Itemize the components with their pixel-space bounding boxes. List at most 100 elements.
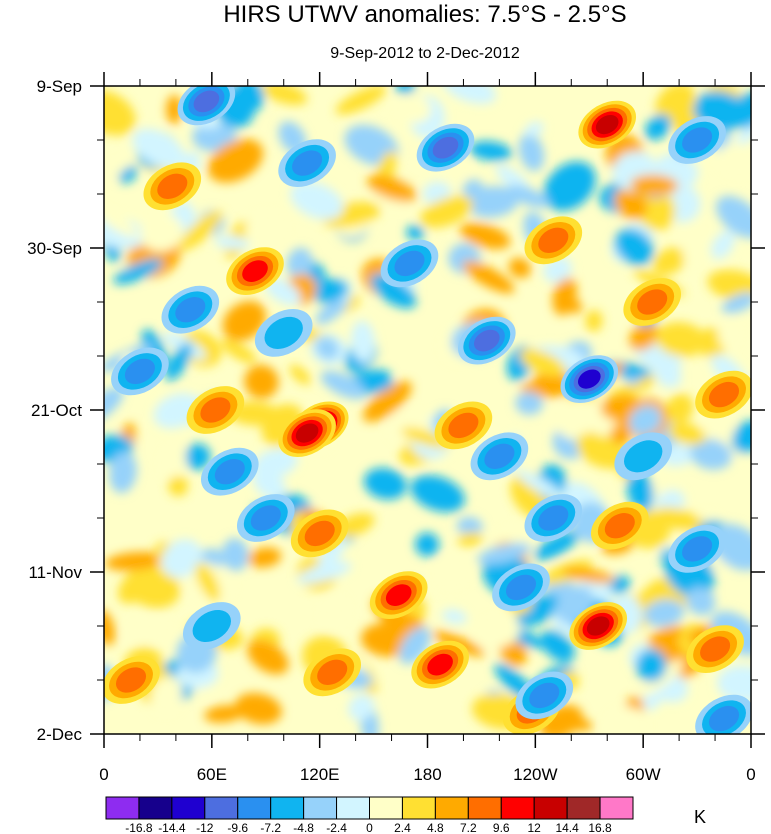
feature-contour	[682, 536, 713, 562]
feature-contour	[304, 520, 335, 547]
feature-contour	[604, 513, 635, 539]
texture-blob	[462, 260, 515, 294]
texture-blob	[165, 342, 193, 381]
feature-contour	[193, 90, 220, 113]
anomaly-feature	[186, 386, 245, 434]
anomaly-feature	[411, 640, 469, 689]
axes: 9-Sep 30-Sep 21-Oct 11-Nov 2-Dec 0 60E 120E 180 1…	[27, 72, 765, 784]
texture-blob	[718, 319, 740, 348]
texture-blob	[319, 595, 349, 628]
anomaly-feature	[236, 494, 295, 542]
texture-blob	[457, 532, 483, 547]
feature-contour	[295, 423, 319, 443]
colorbar-tick-label: -9.6	[227, 821, 248, 834]
texture-blob	[717, 665, 751, 702]
texture-blob	[109, 451, 137, 494]
texture-blob	[721, 292, 751, 314]
texture-blob	[469, 141, 512, 161]
texture-blob	[348, 694, 375, 721]
texture-blob	[607, 376, 657, 401]
texture-blob	[518, 133, 545, 172]
anomaly-feature	[614, 432, 673, 481]
texture-blob	[160, 443, 187, 478]
feature-contour	[250, 505, 281, 531]
anomaly-feature	[686, 625, 744, 673]
anomaly-feature	[470, 432, 529, 481]
texture-blob	[363, 381, 412, 422]
feature-contour	[700, 636, 731, 662]
texture-blob	[113, 258, 163, 285]
texture-blob	[161, 539, 202, 578]
x-tick-label: 120W	[513, 765, 557, 784]
texture-blob	[506, 185, 550, 208]
texture-blob	[635, 649, 667, 682]
colorbar-swatch	[138, 796, 173, 820]
anomaly-feature	[200, 447, 259, 496]
chart-subtitle: 9-Sep-2012 to 2-Dec-2012	[330, 45, 520, 62]
anomaly-texture	[104, 86, 751, 734]
texture-blob	[636, 187, 676, 231]
colorbar: -16.8 -14.4 -12 -9.6 -7.2 -4.8 -2.4 0 2.4 4.8 7.2 9…	[105, 796, 634, 834]
feature-contour	[538, 227, 569, 253]
texture-blob	[717, 142, 751, 176]
feature-contour	[637, 289, 668, 315]
y-tick-label: 2-Dec	[37, 725, 83, 744]
x-tick-label: 0	[99, 765, 108, 784]
feature-contour	[200, 397, 231, 423]
texture-blob	[204, 705, 245, 723]
texture-blob	[442, 86, 496, 104]
colorbar-swatch	[401, 796, 436, 820]
texture-blob	[415, 532, 440, 557]
feature-contour	[682, 127, 713, 153]
colorbar-tick-label: 7.2	[460, 821, 477, 834]
feature-contour	[538, 505, 569, 531]
colorbar-swatch	[105, 796, 140, 820]
texture-blob	[655, 322, 707, 357]
colorbar-swatch	[204, 796, 239, 820]
texture-blob	[643, 599, 685, 627]
anomaly-feature	[111, 347, 169, 396]
anomaly-feature	[457, 316, 516, 365]
texture-blob	[610, 424, 632, 445]
feature-contour	[708, 705, 740, 732]
feature-contour	[394, 250, 425, 277]
texture-blob	[552, 398, 597, 434]
anomaly-feature	[668, 525, 726, 573]
texture-blob	[290, 181, 344, 220]
colorbar-swatch	[500, 796, 535, 820]
texture-blob	[410, 475, 465, 513]
feature-contour	[623, 440, 663, 473]
texture-blob	[476, 615, 521, 648]
texture-blob	[230, 86, 265, 114]
texture-blob	[168, 475, 189, 497]
texture-blob	[297, 561, 352, 584]
texture-blob	[178, 210, 223, 251]
feature-contour	[586, 616, 610, 636]
texture-blob	[614, 188, 648, 220]
texture-blob	[104, 216, 147, 249]
texture-blob	[222, 301, 266, 341]
colorbar-tick-label: -7.2	[260, 821, 281, 834]
feature-contour	[264, 316, 303, 349]
anomaly-feature	[623, 278, 682, 326]
texture-blob	[104, 90, 136, 136]
y-tick-label: 21-Oct	[31, 401, 82, 420]
anomaly-feature	[369, 571, 428, 619]
x-tick-label: 180	[413, 765, 441, 784]
texture-blob	[150, 676, 183, 715]
y-tick-label: 30-Sep	[27, 239, 82, 258]
texture-blob	[265, 277, 302, 306]
texture-blob	[534, 530, 580, 561]
texture-blob	[140, 213, 184, 252]
x-tick-label: 60E	[197, 765, 227, 784]
feature-contour	[473, 329, 500, 352]
texture-blob	[543, 161, 596, 211]
anomaly-feature	[161, 285, 220, 334]
colorbar-tick-label: -14.4	[158, 821, 186, 834]
texture-blob	[125, 565, 181, 609]
texture-blob	[711, 230, 735, 259]
texture-blob	[320, 370, 366, 400]
feature-contour	[708, 381, 740, 408]
texture-blob	[126, 619, 170, 643]
colorbar-swatch	[434, 796, 469, 820]
